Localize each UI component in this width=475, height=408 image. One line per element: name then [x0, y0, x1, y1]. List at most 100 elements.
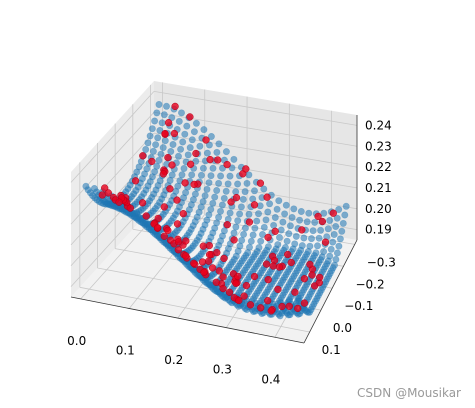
blue-point [249, 231, 257, 239]
blue-point [298, 242, 306, 250]
blue-point [168, 171, 176, 179]
red-point [208, 264, 217, 272]
red-point [329, 209, 337, 217]
blue-point [144, 139, 152, 147]
red-point [101, 184, 109, 192]
blue-point [201, 192, 209, 200]
red-point [190, 180, 198, 189]
red-point [294, 304, 302, 313]
red-point [287, 258, 295, 267]
blue-point [203, 185, 211, 193]
x-axis-line [70, 296, 305, 344]
red-point [174, 246, 182, 254]
blue-point [307, 235, 315, 243]
red-point [164, 226, 172, 235]
red-point [171, 102, 179, 111]
blue-point [297, 208, 305, 216]
blue-point [178, 171, 186, 179]
z-tick-label: 0.22 [365, 160, 392, 174]
blue-point [205, 141, 213, 149]
red-point [300, 299, 309, 307]
red-point [181, 179, 189, 187]
red-point [284, 250, 292, 259]
red-point [227, 198, 235, 206]
blue-point [273, 205, 281, 213]
red-point [164, 153, 172, 162]
red-point [205, 250, 214, 259]
blue-point [234, 180, 242, 188]
blue-point [207, 133, 215, 141]
z-tick-label: 0.21 [365, 181, 392, 195]
x-tick-label: 0.2 [164, 353, 183, 367]
red-point [250, 201, 259, 209]
blue-point [183, 122, 191, 130]
blue-point [192, 119, 200, 127]
red-point [139, 152, 147, 160]
blue-point [228, 164, 236, 172]
red-point [160, 203, 168, 211]
red-point-series [98, 102, 337, 315]
blue-point [271, 214, 279, 222]
blue-point [230, 229, 238, 237]
blue-point [315, 234, 323, 242]
blue-point [338, 227, 346, 235]
red-point [250, 272, 259, 281]
blue-point [279, 218, 287, 226]
red-point [186, 113, 194, 121]
red-point [235, 296, 243, 305]
blue-point [288, 214, 296, 222]
red-point [300, 275, 309, 283]
red-point [225, 288, 234, 296]
blue-point [312, 249, 320, 257]
blue-point [255, 210, 263, 218]
red-point [166, 185, 174, 193]
red-point [173, 196, 181, 204]
red-point [306, 260, 314, 269]
red-point [308, 271, 316, 279]
red-point [256, 179, 265, 187]
red-point [160, 232, 168, 240]
red-point [148, 157, 156, 166]
blue-point [226, 209, 234, 217]
grid-y-floor [79, 286, 310, 333]
blue-point [320, 209, 328, 217]
blue-point [161, 137, 169, 145]
blue-point [283, 237, 291, 245]
grid-z-back [153, 132, 358, 168]
blue-point [290, 205, 298, 213]
blue-point [234, 217, 242, 225]
blue-point [232, 223, 240, 231]
blue-point [168, 114, 176, 122]
blue-point [215, 179, 223, 187]
blue-point [258, 231, 266, 239]
red-point [278, 302, 286, 311]
blue-point [213, 187, 221, 195]
blue-point [218, 201, 226, 209]
red-point [264, 233, 272, 242]
blue-point [313, 242, 321, 250]
blue-point [241, 188, 249, 196]
red-point [212, 278, 220, 286]
red-point [298, 226, 306, 234]
y-tick-label: 0.1 [322, 343, 341, 357]
grid-z-left [70, 132, 155, 225]
blue-point [264, 243, 272, 251]
blue-point [213, 148, 221, 156]
blue-point [153, 109, 161, 117]
red-point [182, 237, 190, 245]
blue-point [199, 164, 207, 172]
blue-point [215, 213, 223, 221]
blue-point [333, 214, 341, 222]
blue-point [260, 185, 268, 193]
red-point [274, 285, 282, 294]
y-tick-label: −0.1 [344, 299, 373, 313]
blue-point [196, 142, 204, 150]
blue-point [305, 209, 313, 217]
blue-point [324, 225, 332, 233]
blue-point [163, 102, 171, 110]
y-tick-label: 0.0 [333, 321, 352, 335]
blue-point [303, 218, 311, 226]
blue-point [251, 224, 259, 232]
blue-point [306, 242, 314, 250]
blue-point [226, 172, 234, 180]
